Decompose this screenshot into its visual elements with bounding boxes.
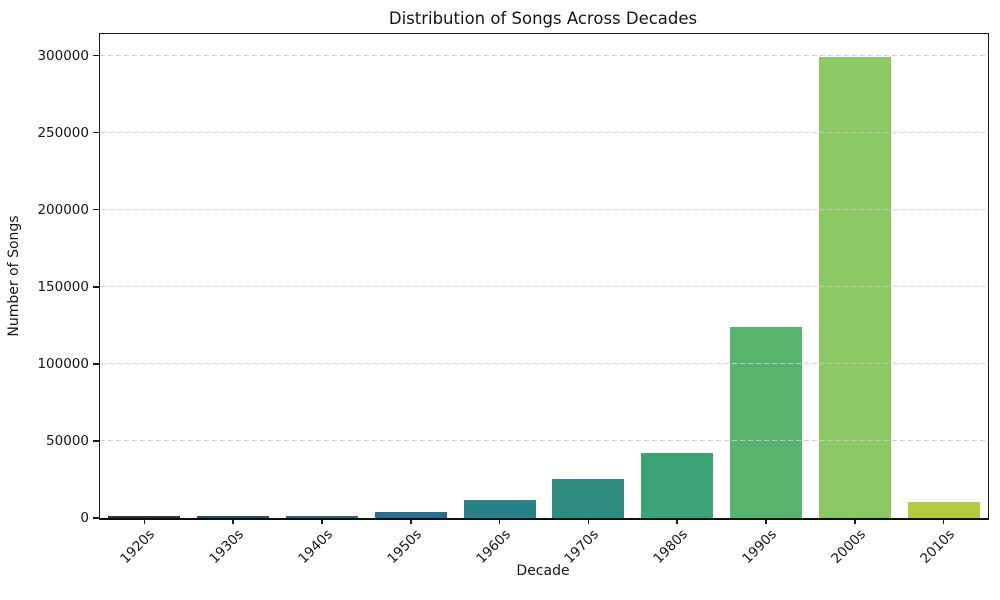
y-axis-label: Number of Songs — [6, 215, 22, 337]
x-tick-label-1930s: 1930s — [206, 526, 248, 567]
x-tick-mark-1980s — [676, 519, 678, 524]
y-tick-mark-50000 — [93, 440, 99, 442]
x-tick-label-1960s: 1960s — [472, 526, 514, 567]
y-tick-mark-200000 — [93, 208, 99, 211]
bar-1980s — [641, 452, 714, 518]
y-tick-label-250000: 250000 — [37, 124, 89, 141]
bar-1920s — [108, 516, 181, 518]
bar-1950s — [374, 512, 447, 518]
x-tick-label-1940s: 1940s — [295, 526, 336, 567]
bar-1960s — [463, 499, 536, 518]
bar-1940s — [286, 515, 358, 518]
x-tick-label-1920s: 1920s — [117, 526, 159, 567]
bar-1970s — [552, 478, 625, 518]
chart-title: Distribution of Songs Across Decades — [388, 9, 698, 28]
y-tick-mark-150000 — [93, 286, 99, 288]
x-tick-label-2010s: 2010s — [916, 526, 958, 567]
y-tick-label-300000: 300000 — [37, 47, 89, 64]
y-tick-label-150000: 150000 — [37, 278, 89, 295]
x-tick-mark-2010s — [942, 519, 945, 524]
y-tick-label-100000: 100000 — [37, 355, 89, 372]
bar-1930s — [197, 516, 270, 518]
x-tick-mark-1940s — [321, 519, 323, 524]
bar-2010s — [907, 502, 980, 518]
y-tick-label-50000: 50000 — [46, 432, 89, 449]
x-axis-label: Decade — [516, 563, 570, 579]
y-tick-label-200000: 200000 — [37, 201, 89, 218]
y-tick-mark-100000 — [93, 363, 99, 365]
x-tick-mark-1920s — [143, 519, 146, 524]
y-tick-mark-250000 — [93, 131, 99, 134]
y-tick-mark-300000 — [93, 54, 99, 57]
gridline-300000 — [100, 55, 988, 57]
x-tick-label-1970s: 1970s — [561, 526, 603, 567]
x-tick-mark-1930s — [232, 519, 234, 524]
bar-2000s — [818, 57, 891, 518]
x-tick-label-1980s: 1980s — [650, 526, 692, 567]
x-tick-mark-1950s — [410, 519, 412, 524]
y-tick-mark-0 — [93, 517, 99, 519]
x-tick-label-1950s: 1950s — [384, 526, 425, 567]
x-tick-mark-1990s — [765, 519, 767, 524]
x-tick-mark-1970s — [587, 519, 590, 524]
plot-area: 0 50000 100000 150000 200000 250000 300000 1920… — [37, 33, 989, 567]
x-tick-mark-2000s — [854, 519, 856, 524]
y-tick-label-0: 0 — [80, 510, 89, 526]
x-tick-label-1990s: 1990s — [739, 526, 780, 567]
x-tick-label-2000s: 2000s — [828, 526, 869, 567]
x-tick-mark-1960s — [498, 519, 501, 524]
bar-1990s — [730, 326, 802, 518]
